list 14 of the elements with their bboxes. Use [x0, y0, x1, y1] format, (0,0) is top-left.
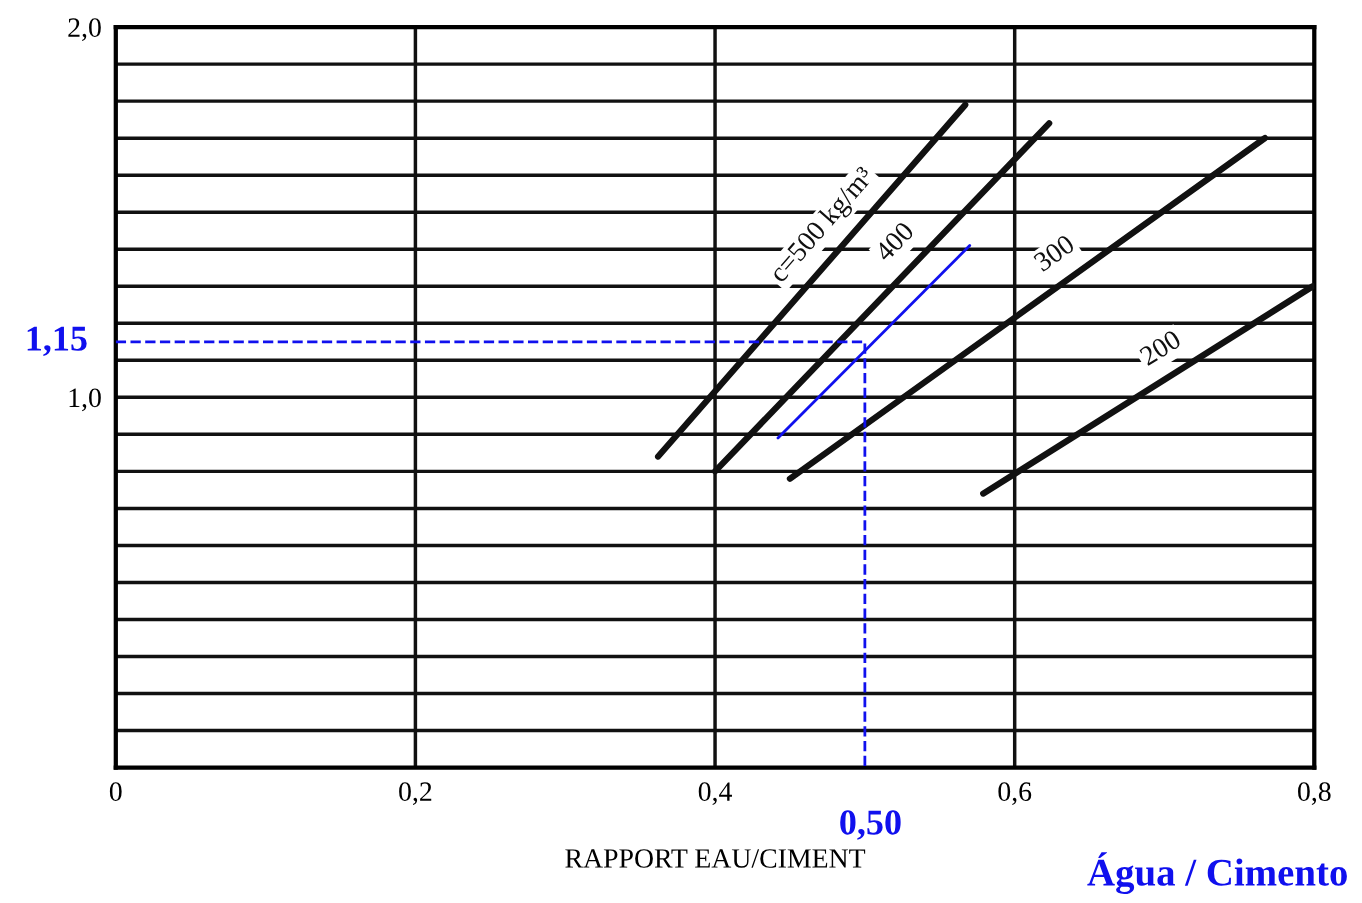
text: Água / Cimento: [1087, 852, 1347, 894]
x-axis-title: RAPPORT EAU/CIMENT: [565, 849, 866, 868]
x-tick-label: 0,4: [698, 782, 732, 805]
x-tick-label: 0,6: [998, 782, 1032, 805]
x-tick-label: 0: [109, 782, 122, 801]
y-tick-label: 2,0: [68, 18, 101, 41]
x-tick-label: 0,8: [1298, 782, 1331, 805]
annotation: 0,50: [840, 810, 901, 840]
text: 300: [1032, 233, 1076, 272]
text: 200: [1138, 329, 1182, 367]
x-tick-label: 0,2: [399, 782, 432, 805]
text: 400: [873, 220, 915, 263]
annotation: 1,15: [27, 326, 87, 357]
y-tick-label: 1,0: [69, 388, 101, 412]
